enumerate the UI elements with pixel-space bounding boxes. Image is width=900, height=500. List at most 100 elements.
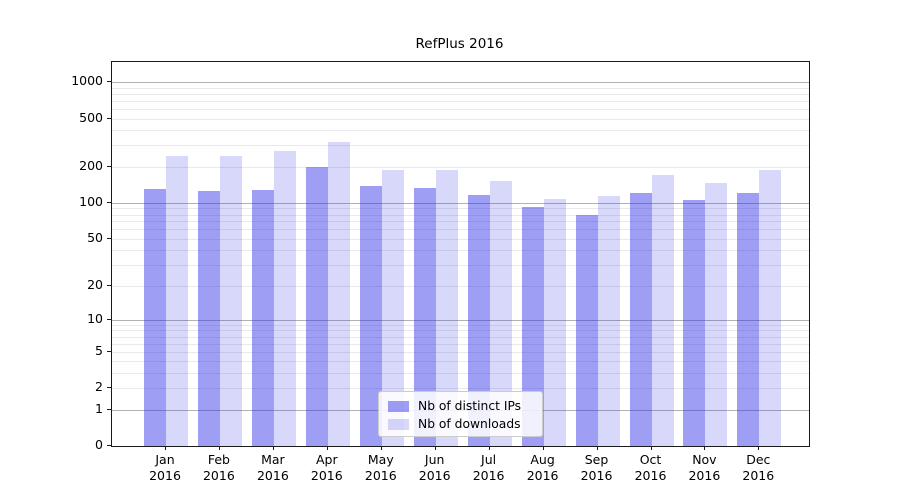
chart-title: RefPlus 2016 (415, 36, 504, 52)
minor-gridline (112, 265, 809, 267)
y-axis-tick (107, 387, 111, 389)
x-tick-label: Feb 2016 (202, 452, 235, 483)
y-tick-label: 5 (95, 342, 103, 358)
bar-distinct-ips-apr (305, 166, 328, 446)
minor-gridline (112, 324, 809, 326)
x-axis-tick (326, 446, 328, 450)
minor-gridline (112, 343, 809, 345)
bar-distinct-ips-nov (683, 200, 706, 446)
y-axis-tick (107, 318, 111, 320)
bar-distinct-ips-aug (521, 207, 544, 446)
minor-gridline (112, 100, 809, 102)
legend-label-downloads: Nb of downloads (418, 417, 521, 431)
minor-gridline (112, 130, 809, 132)
x-axis-tick (758, 446, 760, 450)
x-axis-tick (650, 446, 652, 450)
x-tick-label: Oct 2016 (634, 452, 667, 483)
y-tick-label: 0 (95, 437, 103, 452)
minor-gridline (112, 388, 809, 390)
y-axis-tick (107, 408, 111, 410)
x-tick-label: Mar 2016 (256, 452, 289, 483)
bar-distinct-ips-may (359, 186, 382, 446)
legend-label-distinct-ips: Nb of distinct IPs (418, 399, 522, 413)
bar-downloads-dec (759, 170, 782, 446)
bar-distinct-ips-sep (575, 215, 598, 446)
legend-swatch-downloads (388, 418, 409, 430)
minor-gridline (112, 166, 809, 168)
y-axis-tick (107, 201, 111, 203)
bar-distinct-ips-jun (413, 188, 436, 446)
bar-distinct-ips-jul (467, 195, 490, 446)
minor-gridline (112, 250, 809, 252)
x-tick-label: May 2016 (364, 452, 397, 483)
bar-distinct-ips-feb (197, 190, 220, 446)
y-tick-label: 2 (95, 379, 103, 395)
minor-gridline (112, 108, 809, 110)
y-tick-label: 100 (79, 193, 103, 209)
x-tick-label: Dec 2016 (742, 452, 775, 483)
x-axis-tick (165, 446, 166, 450)
x-axis-tick (434, 446, 436, 450)
bar-downloads-may (381, 170, 404, 446)
y-axis-tick (107, 284, 111, 286)
bar-downloads-aug (543, 199, 566, 446)
y-tick-label: 50 (87, 229, 103, 245)
bar-downloads-jul (489, 181, 512, 446)
x-axis-tick (380, 446, 382, 450)
minor-gridline (112, 214, 809, 216)
minor-gridline (112, 238, 809, 240)
y-axis-tick (107, 445, 111, 446)
legend: Nb of distinct IPs Nb of downloads (378, 391, 543, 437)
bar-downloads-jan (166, 156, 188, 446)
minor-gridline (112, 208, 809, 210)
bar-downloads-feb (219, 156, 242, 446)
minor-gridline (112, 93, 809, 95)
minor-gridline (112, 361, 809, 363)
legend-item-downloads: Nb of downloads (388, 415, 534, 433)
y-tick-label: 1000 (71, 73, 103, 88)
x-tick-label: Jun 2016 (418, 452, 451, 483)
bar-distinct-ips-oct (629, 193, 652, 446)
x-tick-label: Jul 2016 (472, 452, 505, 483)
minor-gridline (112, 145, 809, 147)
x-axis-tick (218, 446, 220, 450)
y-axis-tick (107, 165, 111, 167)
y-axis-tick (107, 81, 111, 82)
x-tick-label: Apr 2016 (310, 452, 343, 483)
minor-gridline (112, 221, 809, 223)
y-tick-label: 20 (87, 276, 103, 292)
y-tick-label: 500 (79, 109, 103, 125)
minor-gridline (112, 336, 809, 338)
major-gridline (112, 202, 809, 204)
minor-gridline (112, 118, 809, 120)
minor-gridline (112, 330, 809, 332)
x-axis-tick (272, 446, 274, 450)
minor-gridline (112, 87, 809, 89)
bar-downloads-apr (327, 142, 350, 446)
legend-swatch-distinct-ips (388, 400, 409, 412)
y-axis-tick (107, 117, 111, 119)
minor-gridline (112, 229, 809, 231)
bar-downloads-nov (705, 182, 728, 446)
minor-gridline (112, 373, 809, 374)
bar-downloads-mar (273, 150, 296, 446)
y-axis-tick (107, 350, 111, 352)
x-axis-tick (488, 446, 490, 450)
y-tick-label: 1 (95, 400, 103, 416)
bar-distinct-ips-dec (737, 192, 760, 446)
bar-distinct-ips-jan (144, 188, 166, 446)
x-axis-tick (542, 446, 544, 450)
major-gridline (112, 319, 809, 321)
bar-distinct-ips-mar (251, 190, 274, 446)
x-tick-label: Sep 2016 (580, 452, 613, 483)
bar-downloads-sep (597, 195, 620, 446)
x-tick-label: Aug 2016 (526, 452, 559, 483)
y-tick-label: 10 (87, 310, 103, 326)
bar-downloads-oct (651, 174, 674, 446)
major-gridline (112, 82, 809, 83)
minor-gridline (112, 351, 809, 353)
bar-downloads-jun (435, 169, 458, 446)
minor-gridline (112, 285, 809, 287)
x-tick-label: Nov 2016 (688, 452, 721, 483)
